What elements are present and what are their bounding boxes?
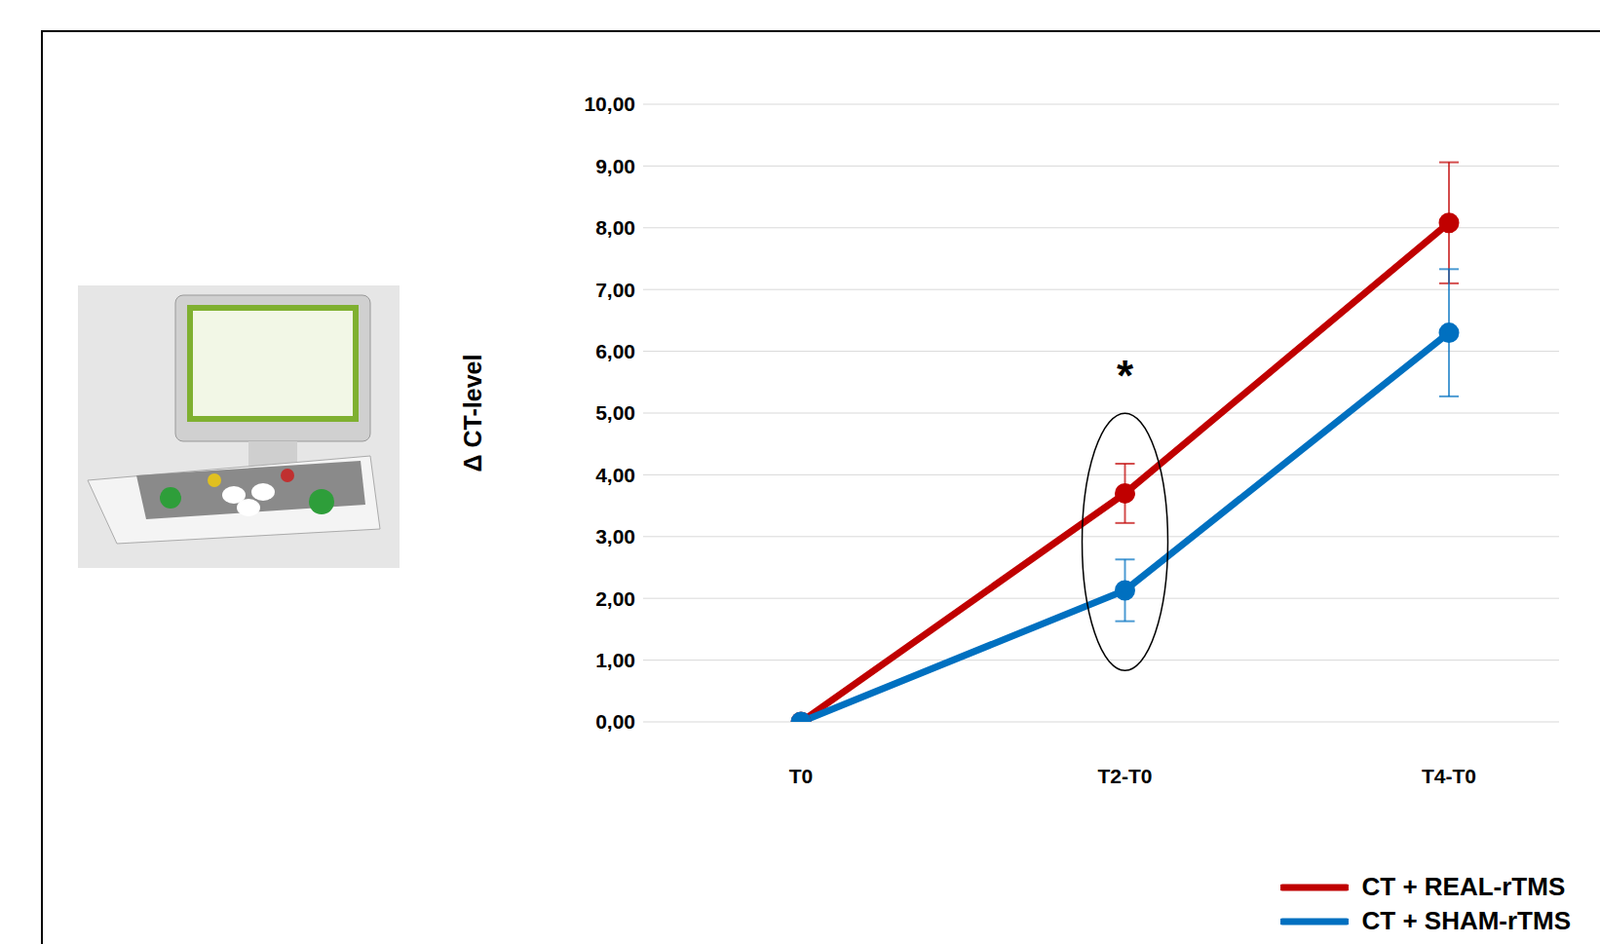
html-text:CT + REAL-rTMS: CT + REAL-rTMS: [1361, 872, 1566, 902]
html-text:CT + SHAM-rTMS: CT + SHAM-rTMS: [1361, 906, 1571, 936]
svg-text:8,00: 8,00: [595, 216, 636, 239]
svg-text:3,00: 3,00: [595, 525, 636, 548]
svg-text:5,00: 5,00: [595, 401, 636, 424]
svg-text:1,00: 1,00: [595, 648, 636, 672]
svg-text:6,00: 6,00: [595, 340, 636, 363]
svg-text:10,00: 10,00: [583, 92, 636, 115]
svg-text:T0: T0: [789, 764, 814, 788]
svg-text:2,00: 2,00: [595, 587, 636, 610]
svg-text:Δ CT-level: Δ CT-level: [458, 354, 487, 473]
svg-text:7,00: 7,00: [595, 278, 636, 302]
svg-text:*: *: [1116, 351, 1135, 400]
svg-text:T2-T0: T2-T0: [1097, 764, 1152, 788]
svg-text:4,00: 4,00: [595, 463, 636, 487]
svg-text:9,00: 9,00: [595, 154, 636, 178]
svg-text:T4-T0: T4-T0: [1421, 764, 1477, 788]
svg-text:0,00: 0,00: [595, 710, 636, 733]
